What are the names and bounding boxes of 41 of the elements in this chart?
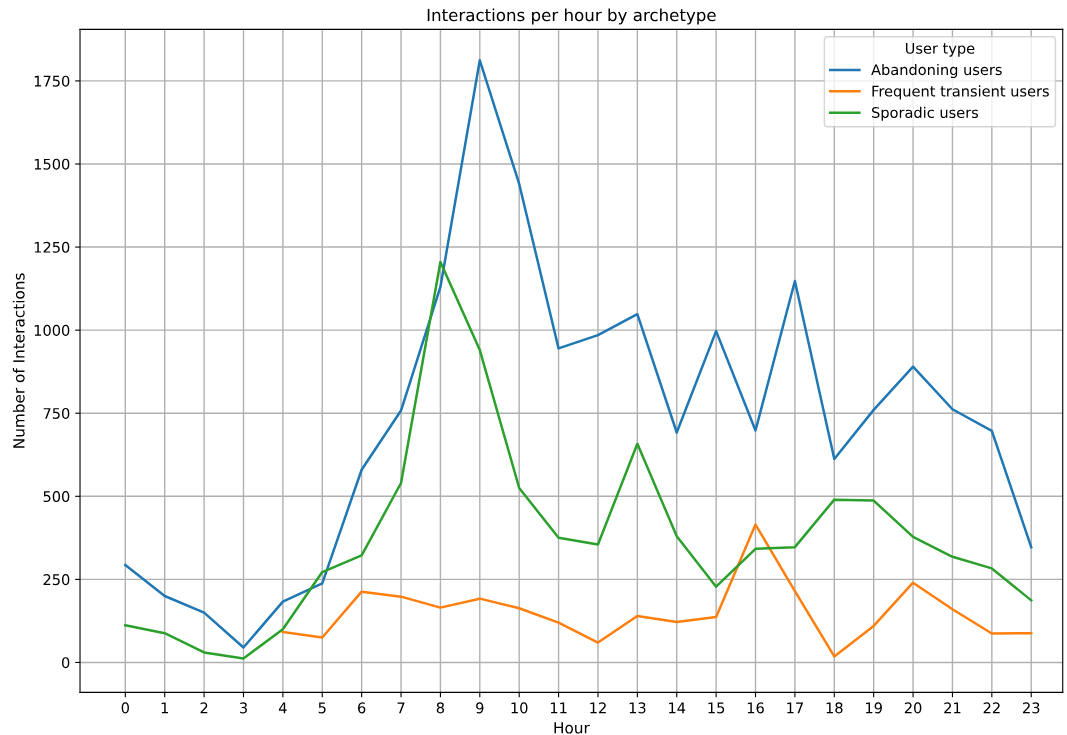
x-tick-label: 15 [708, 702, 725, 714]
x-tick-label: 13 [629, 702, 646, 714]
y-tick-label: 1500 [34, 158, 70, 170]
y-tick-label: 1750 [34, 75, 70, 87]
y-tick-label: 1000 [34, 324, 70, 336]
x-tick-label: 10 [511, 702, 528, 714]
chart-title: Interactions per hour by archetype [427, 8, 716, 25]
x-tick-label: 19 [866, 702, 882, 714]
y-tick-label: 1250 [34, 241, 70, 253]
legend-label: Abandoning users [871, 63, 1002, 79]
y-tick-label: 0 [61, 657, 70, 669]
x-tick-label: 2 [200, 702, 208, 714]
x-tick-label: 18 [826, 702, 843, 714]
legend-label: Frequent transient users [872, 85, 1049, 100]
x-tick-label: 8 [436, 702, 445, 714]
x-tick-label: 23 [1023, 702, 1040, 714]
legend-label: Sporadic users [872, 106, 979, 121]
y-tick-label: 500 [43, 491, 70, 503]
x-axis-title: Hour [554, 722, 590, 734]
x-tick-label: 22 [983, 702, 1000, 714]
y-tick-label: 750 [43, 407, 70, 419]
x-tick-label: 17 [787, 702, 803, 714]
y-tick-label: 250 [43, 574, 70, 586]
x-tick-label: 3 [239, 702, 247, 714]
x-tick-label: 6 [358, 702, 366, 714]
x-tick-label: 21 [944, 702, 961, 714]
x-tick-label: 5 [318, 702, 326, 714]
x-tick-label: 0 [121, 702, 129, 714]
x-tick-label: 7 [397, 702, 405, 714]
x-tick-label: 12 [590, 702, 606, 714]
line-series [281, 523, 1033, 658]
x-tick-label: 9 [476, 702, 484, 714]
x-tick-label: 1 [161, 702, 168, 714]
x-tick-label: 16 [747, 702, 764, 714]
x-tick-label: 20 [904, 702, 922, 714]
x-tick-label: 11 [550, 702, 567, 714]
line-series [124, 260, 1033, 660]
x-tick-label: 4 [278, 702, 287, 714]
y-axis-title: Number of Interactions [12, 273, 25, 448]
x-tick-label: 14 [669, 702, 686, 714]
legend-title: User type [905, 42, 975, 57]
